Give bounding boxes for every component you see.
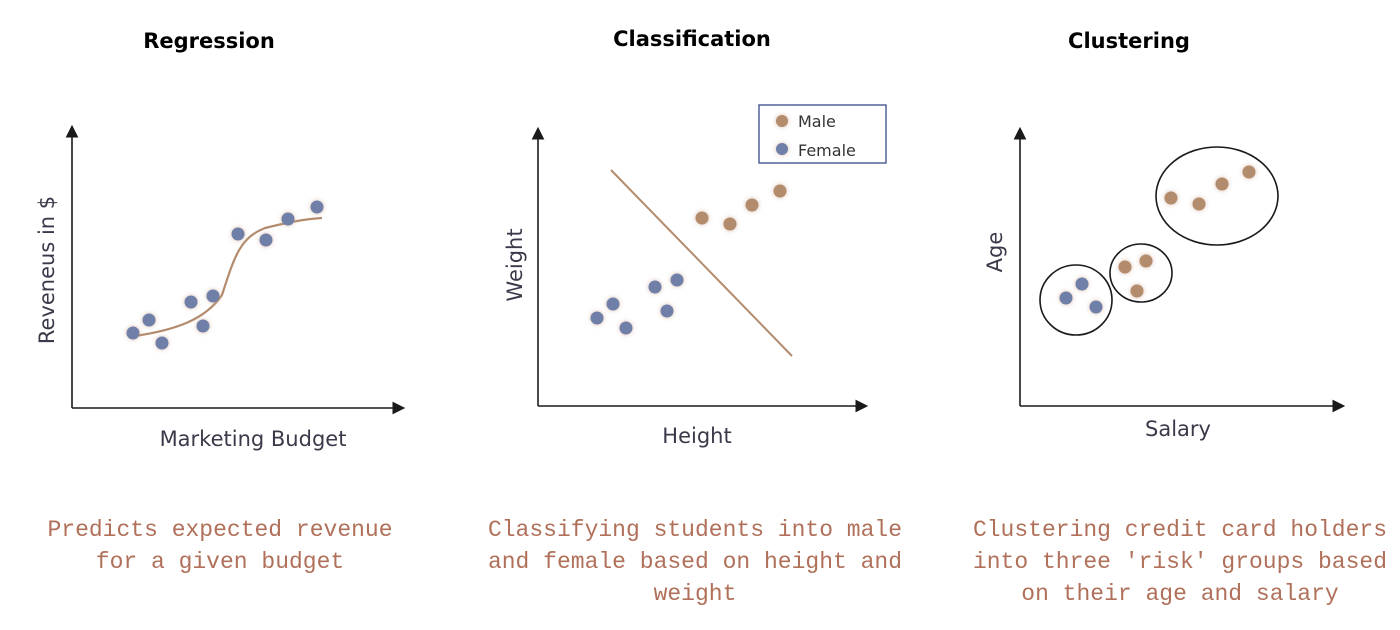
clustering-data-point	[1242, 165, 1256, 179]
regression-data-point	[206, 289, 220, 303]
regression-y-label: Reveneus in $	[35, 196, 59, 344]
clustering-panel: Clustering Salary Age	[983, 29, 1346, 441]
classification-decision-boundary	[610, 169, 793, 357]
regression-data-point	[155, 336, 169, 350]
clustering-x-label: Salary	[1145, 417, 1211, 441]
regression-caption: Predicts expected revenue for a given bu…	[47, 517, 393, 575]
clustering-data-point	[1089, 300, 1103, 314]
classification-title: Classification	[613, 27, 771, 51]
classification-data-point	[606, 297, 620, 311]
clustering-data-point	[1130, 284, 1144, 298]
classification-caption: Classifying students into male and femal…	[487, 517, 903, 607]
regression-points	[126, 200, 324, 350]
classification-points	[590, 184, 787, 335]
regression-data-point	[184, 295, 198, 309]
regression-data-point	[231, 227, 245, 241]
clustering-y-label: Age	[983, 232, 1007, 273]
classification-panel: Classification Height Weight Male Female	[503, 27, 887, 448]
clustering-caption: Clustering credit card holders into thre…	[972, 517, 1388, 607]
cluster-1-outline	[1039, 264, 1113, 336]
regression-data-point	[142, 313, 156, 327]
regression-data-point	[281, 212, 295, 226]
clustering-data-point	[1215, 177, 1229, 191]
clustering-title: Clustering	[1068, 29, 1190, 53]
regression-x-label: Marketing Budget	[160, 427, 347, 451]
regression-fit-curve	[134, 216, 323, 338]
regression-data-point	[196, 319, 210, 333]
classification-data-point	[773, 184, 787, 198]
clustering-data-point	[1059, 291, 1073, 305]
regression-data-point	[259, 233, 273, 247]
classification-legend: Male Female	[758, 104, 887, 164]
classification-y-label: Weight	[503, 228, 527, 301]
legend-female-swatch	[776, 143, 788, 155]
clustering-data-point	[1164, 191, 1178, 205]
legend-female-label: Female	[798, 141, 856, 160]
regression-title: Regression	[143, 29, 275, 53]
classification-data-point	[745, 198, 759, 212]
legend-male-label: Male	[798, 112, 836, 131]
classification-data-point	[670, 273, 684, 287]
classification-data-point	[590, 311, 604, 325]
regression-data-point	[126, 326, 140, 340]
cluster-3-outline	[1155, 146, 1279, 246]
classification-data-point	[695, 211, 709, 225]
legend-male-swatch	[776, 115, 788, 127]
classification-data-point	[619, 321, 633, 335]
classification-data-point	[723, 217, 737, 231]
clustering-data-point	[1118, 260, 1132, 274]
clustering-data-point	[1139, 254, 1153, 268]
clustering-data-point	[1075, 277, 1089, 291]
regression-data-point	[310, 200, 324, 214]
cluster-2-outline	[1109, 243, 1173, 303]
clustering-points	[1059, 165, 1256, 314]
classification-x-label: Height	[662, 424, 731, 448]
classification-data-point	[648, 280, 662, 294]
regression-panel: Regression Marketing Budget Reveneus in …	[35, 29, 406, 451]
classification-data-point	[660, 304, 674, 318]
clustering-data-point	[1192, 197, 1206, 211]
